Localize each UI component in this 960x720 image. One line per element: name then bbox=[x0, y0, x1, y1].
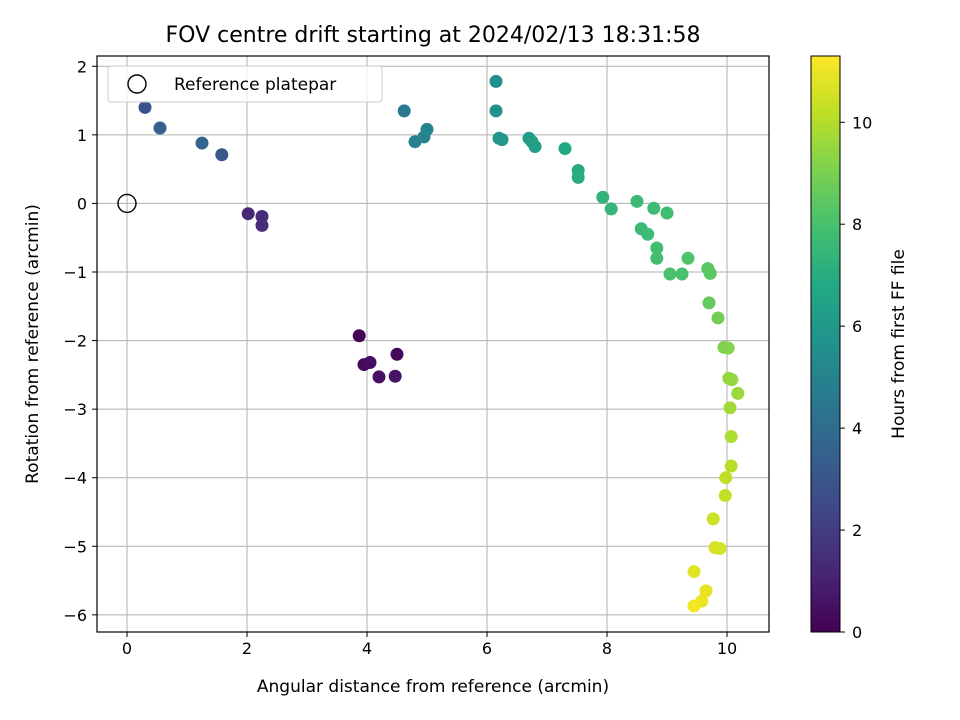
x-axis-ticks: 0 2 4 6 8 10 bbox=[122, 632, 737, 658]
data-point bbox=[558, 142, 572, 156]
data-point bbox=[711, 311, 725, 325]
data-point bbox=[724, 430, 738, 444]
data-point bbox=[153, 121, 167, 135]
data-point bbox=[195, 136, 209, 150]
data-point bbox=[647, 201, 661, 215]
data-point bbox=[699, 584, 713, 598]
data-point bbox=[650, 241, 664, 255]
data-point bbox=[687, 565, 701, 579]
y-tick-label: 0 bbox=[77, 194, 87, 213]
data-point bbox=[663, 267, 677, 281]
data-point bbox=[721, 341, 735, 355]
data-point bbox=[702, 296, 716, 310]
data-point bbox=[731, 386, 745, 400]
data-point bbox=[528, 140, 542, 154]
data-point bbox=[723, 401, 737, 415]
data-point bbox=[713, 541, 727, 555]
data-point bbox=[630, 194, 644, 208]
data-point bbox=[420, 122, 434, 136]
colorbar-tick-label: 0 bbox=[852, 623, 862, 642]
legend-box bbox=[107, 65, 383, 103]
data-point bbox=[352, 329, 366, 343]
x-tick-label: 2 bbox=[242, 639, 252, 658]
data-point bbox=[390, 347, 404, 361]
y-tick-label: −5 bbox=[63, 537, 87, 556]
y-tick-label: −4 bbox=[63, 469, 87, 488]
data-point bbox=[725, 373, 739, 387]
data-point bbox=[703, 266, 717, 280]
x-tick-label: 6 bbox=[482, 639, 492, 658]
data-points bbox=[117, 74, 745, 613]
data-point bbox=[650, 251, 664, 265]
data-point bbox=[215, 148, 229, 162]
x-tick-label: 0 bbox=[122, 639, 132, 658]
y-axis-ticks: 2 1 0 −1 −2 −3 −4 −5 −6 bbox=[63, 57, 97, 625]
chart-title: FOV centre drift starting at 2024/02/13 … bbox=[166, 23, 701, 48]
y-tick-label: −2 bbox=[63, 332, 87, 351]
data-point bbox=[718, 489, 732, 503]
data-point bbox=[681, 251, 695, 265]
legend-label-reference: Reference platepar bbox=[174, 75, 336, 95]
data-point bbox=[489, 74, 503, 88]
data-point bbox=[489, 104, 503, 118]
y-tick-label: −1 bbox=[63, 263, 87, 282]
data-point bbox=[255, 218, 269, 232]
legend: Reference platepar bbox=[107, 65, 383, 103]
colorbar-tick-label: 10 bbox=[852, 113, 872, 132]
plot-frame bbox=[96, 55, 770, 633]
data-point bbox=[495, 133, 509, 147]
colorbar-tick-label: 4 bbox=[852, 419, 862, 438]
data-point bbox=[255, 209, 269, 223]
y-axis-label: Rotation from reference (arcmin) bbox=[23, 204, 43, 484]
data-point bbox=[363, 356, 377, 370]
reference-platepar-marker bbox=[117, 193, 137, 214]
colorbar-label: Hours from first FF file bbox=[889, 249, 909, 439]
colorbar-tick-label: 6 bbox=[852, 317, 862, 336]
legend-reference-marker bbox=[127, 74, 147, 94]
x-axis-label: Angular distance from reference (arcmin) bbox=[257, 677, 609, 697]
colorbar-ticks: 0 2 4 6 8 10 bbox=[840, 113, 872, 642]
colorbar-tick-label: 2 bbox=[852, 521, 862, 540]
data-point bbox=[241, 207, 255, 221]
data-point bbox=[675, 267, 689, 281]
colorbar: 0 2 4 6 8 10 Hours from first FF file bbox=[810, 55, 909, 642]
x-tick-label: 10 bbox=[717, 639, 737, 658]
data-point bbox=[660, 206, 674, 220]
x-tick-label: 8 bbox=[602, 639, 612, 658]
data-point bbox=[372, 370, 386, 384]
data-point bbox=[719, 471, 733, 485]
colorbar-tick-label: 8 bbox=[852, 215, 862, 234]
data-point bbox=[596, 190, 610, 204]
data-point bbox=[687, 599, 701, 613]
data-point bbox=[397, 104, 411, 118]
data-point bbox=[388, 369, 402, 383]
data-point bbox=[138, 100, 152, 114]
y-tick-label: −3 bbox=[63, 400, 87, 419]
data-point bbox=[706, 512, 720, 526]
data-point bbox=[604, 202, 618, 216]
data-point bbox=[724, 459, 738, 473]
data-point bbox=[641, 227, 655, 241]
x-tick-label: 4 bbox=[362, 639, 372, 658]
colorbar-gradient bbox=[810, 55, 841, 633]
data-point bbox=[571, 170, 585, 184]
y-tick-label: −6 bbox=[63, 606, 87, 625]
y-tick-label: 2 bbox=[77, 57, 87, 76]
y-tick-label: 1 bbox=[77, 126, 87, 145]
